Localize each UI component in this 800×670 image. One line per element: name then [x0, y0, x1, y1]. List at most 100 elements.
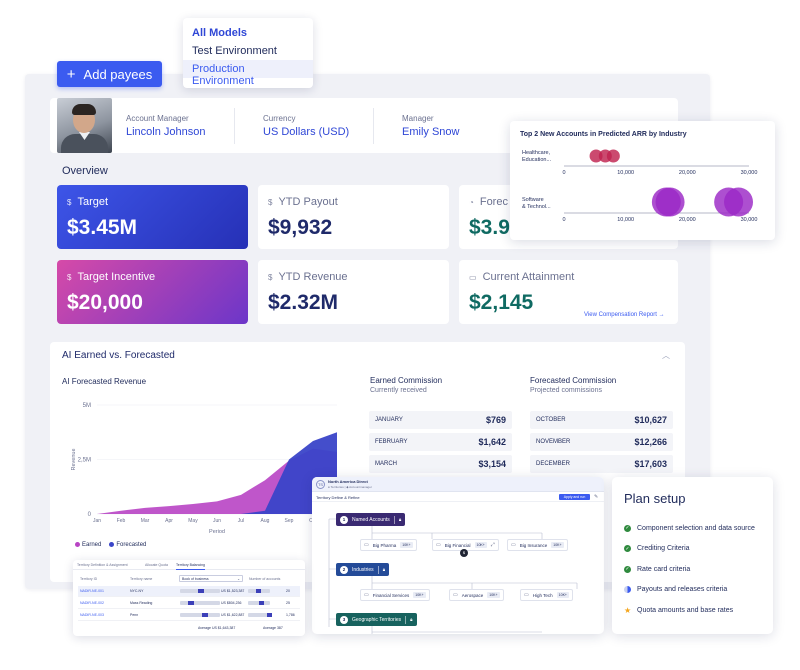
leaf-big-pharma[interactable]: ▭ Big Pharma 10K+: [360, 539, 417, 551]
plan-item[interactable]: Payouts and releases criteria: [624, 580, 761, 601]
x-tick-label: 20,000: [679, 170, 696, 176]
tab-territory-define[interactable]: Territory Define & Refine: [316, 495, 360, 500]
folder-icon: ▭: [364, 542, 369, 548]
model-dropdown-menu: All Models Test Environment Production E…: [183, 18, 313, 88]
x-tick-label: Sep: [285, 518, 294, 524]
ytd-payout-card[interactable]: $ YTD Payout $9,932: [258, 185, 449, 249]
x-tick-label: Feb: [117, 518, 126, 524]
category-label: & Technol...: [522, 204, 551, 210]
book-value-cell: US $804,236: [221, 601, 242, 605]
check-icon: ✓: [624, 565, 631, 573]
current-attainment-card[interactable]: ▭ Current Attainment $2,145: [459, 260, 678, 324]
plan-item[interactable]: ✓ Rate card criteria: [624, 565, 691, 573]
chevron-up-icon[interactable]: ︿: [662, 351, 670, 360]
accounts-value-cell: 20: [286, 589, 290, 593]
earned-commission-header: Earned Commission Currently received: [370, 376, 442, 394]
tab-allocate-quota[interactable]: Allocate Quota: [145, 563, 168, 567]
x-tick-label: Apr: [165, 518, 173, 524]
territory-name-cell: Mass Reading: [130, 601, 153, 605]
predicted-arr-card: [510, 121, 775, 240]
forecast-row: DECEMBER $17,603: [530, 455, 673, 473]
menu-item-production-environment[interactable]: Production Environment: [183, 60, 313, 87]
book-value-cell: US $1,523,387: [221, 589, 245, 593]
forecasted-commission-subtitle: Projected commissions: [530, 387, 602, 394]
view-compensation-report-link[interactable]: View Compensation Report →: [584, 312, 665, 318]
forecast-label: Forec: [479, 196, 508, 208]
node-geographic-territories[interactable]: 3 Geographic Territories 🔒︎: [336, 613, 417, 626]
x-tick-label: Mar: [141, 518, 150, 524]
tab-territory-balancing[interactable]: Territory Balancing: [176, 563, 205, 570]
territory-id-cell[interactable]: NADIR-NE-002: [80, 601, 104, 605]
folder-icon: ▭: [453, 592, 458, 598]
check-icon: ✓: [624, 545, 631, 553]
territory-id-cell[interactable]: NADIR-NE-001: [80, 589, 104, 593]
ytd-payout-label: YTD Payout: [278, 196, 338, 208]
x-axis-label: Period: [209, 529, 225, 535]
divider: [373, 108, 374, 144]
plan-item[interactable]: ✓ Component selection and data source: [624, 524, 755, 532]
plan-item[interactable]: ✓ Crediting Criteria: [624, 545, 690, 553]
territory-toolbar: Territory Define & Refine Apply and run …: [312, 492, 604, 502]
book-of-business-select[interactable]: Book of business ⌄: [179, 575, 243, 582]
ai-section-title: AI Earned vs. Forecasted: [62, 350, 175, 361]
menu-item-test-environment[interactable]: Test Environment: [192, 45, 277, 57]
progress-pie-icon: [624, 586, 631, 594]
manager-value[interactable]: Emily Snow: [402, 126, 460, 138]
leaf-high-tech[interactable]: ▭ High Tech 10K+: [520, 589, 573, 601]
x-tick-label: 30,000: [741, 170, 758, 176]
apply-and-run-button[interactable]: Apply and run: [559, 494, 590, 500]
dollar-icon: $: [268, 197, 273, 207]
y-tick-label: 2,5M: [78, 458, 91, 464]
lock-icon: 🔒︎: [410, 617, 413, 622]
menu-item-all-models[interactable]: All Models: [192, 27, 248, 39]
plan-setup-title: Plan setup: [624, 491, 686, 506]
tree-connectors: [328, 518, 578, 634]
plus-icon: +: [66, 65, 76, 83]
check-icon: ✓: [624, 524, 631, 532]
forecast-row: OCTOBER $10,627: [530, 411, 673, 429]
plan-item[interactable]: ★ Quota amounts and base rates: [624, 605, 734, 615]
area-series-forecasted: [97, 432, 337, 514]
x-tick-label: 10,000: [617, 170, 634, 176]
target-card[interactable]: $ Target $3.45M: [57, 185, 248, 249]
x-tick-label: 30,000: [741, 217, 758, 223]
leaf-financial-services[interactable]: ▭ Financial Services 10K+: [360, 589, 430, 601]
node-named-accounts[interactable]: 1 Named Accounts 🔒︎: [336, 513, 406, 526]
leaf-aerospace[interactable]: ▭ Aerospace 10K+: [449, 589, 504, 601]
chart-legend: Earned Forecasted: [75, 542, 146, 548]
folder-icon: ▭: [511, 542, 516, 548]
target-incentive-card[interactable]: $ Target Incentive $20,000: [57, 260, 248, 324]
book-bar: [180, 601, 220, 605]
ytd-revenue-card[interactable]: $ YTD Revenue $2.32M: [258, 260, 449, 324]
territory-card: TS North America Direct ● Territories | …: [312, 477, 604, 634]
table-row[interactable]: NADIR-NE-002 Mass Reading US $804,236 25: [78, 598, 300, 609]
forecasted-commission-title: Forecasted Commission: [530, 376, 617, 385]
x-tick-label: 0: [562, 217, 565, 223]
pencil-icon[interactable]: ✎: [594, 494, 599, 500]
leaf-big-insurance[interactable]: ▭ Big Insurance 10K+: [507, 539, 568, 551]
table-row[interactable]: NADIR-NE-001 NYC-NY US $1,523,387 20: [78, 586, 300, 597]
accounts-value-cell: 25: [286, 601, 290, 605]
account-manager-value[interactable]: Lincoln Johnson: [126, 126, 206, 138]
add-payees-button[interactable]: + Add payees: [57, 61, 162, 87]
y-tick-label: 5M: [83, 403, 91, 409]
tab-definition-assignment[interactable]: Territory Definition & Assignment: [77, 563, 128, 567]
earned-commission-title: Earned Commission: [370, 376, 443, 385]
wallet-icon: ▭: [469, 272, 477, 282]
currency-label: Currency: [263, 114, 296, 123]
dollar-icon: $: [268, 272, 273, 282]
forecasted-revenue-chart: 02,5M5MJanFebMarAprMayJunJulAugSepOctNov…: [71, 403, 342, 535]
table-row[interactable]: NADIR-NE-003 Penn US $1,622,887 1,786: [78, 610, 300, 621]
chevron-down-icon: ⌄: [237, 577, 240, 581]
cursor-badge: $: [460, 549, 468, 557]
currency-value[interactable]: US Dollars (USD): [263, 126, 350, 138]
target-label: Target: [77, 196, 109, 208]
manager-block: Manager Emily Snow: [402, 114, 459, 138]
territory-id-cell[interactable]: NADIR-NE-003: [80, 613, 104, 617]
legend-earned: Earned: [75, 542, 101, 548]
account-manager-block: Account Manager Lincoln Johnson: [126, 114, 206, 138]
node-industries[interactable]: 2 Industries 🔒︎: [336, 563, 390, 576]
category-label: Healthcare,: [522, 150, 551, 156]
bubble-point: [606, 149, 620, 163]
forecast-row: NOVEMBER $12,266: [530, 433, 673, 451]
